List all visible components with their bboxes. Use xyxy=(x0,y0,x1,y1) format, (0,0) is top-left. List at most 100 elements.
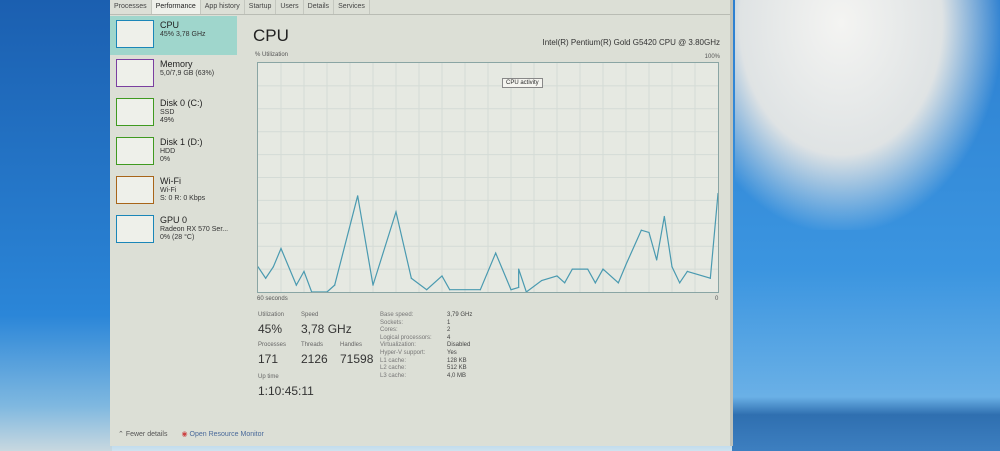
sidebar-thumbnail-graph xyxy=(116,137,154,165)
sidebar-thumbnail-graph xyxy=(116,215,154,243)
detail-label: Hyper-V support: xyxy=(380,350,426,356)
detail-value: Yes xyxy=(447,350,457,356)
sidebar-item-disk-1-d[interactable]: Disk 1 (D:) HDD 0% xyxy=(110,133,237,172)
detail-value: 4,0 MB xyxy=(447,372,467,379)
cpu-chart xyxy=(257,63,719,293)
sidebar-item-title: GPU 0 xyxy=(160,215,188,225)
fewer-details-button[interactable]: ⌃ Fewer details xyxy=(118,431,168,438)
cpu-data-point xyxy=(571,268,573,270)
processes-value: 171 xyxy=(258,352,279,366)
cpu-data-point xyxy=(648,231,650,234)
desktop-background xyxy=(0,0,112,451)
detail-value: 128 KB xyxy=(447,357,467,364)
detail-label: L3 cache: xyxy=(380,372,407,379)
resource-monitor-label: Open Resource Monitor xyxy=(189,431,264,438)
resource-monitor-icon: ◉ xyxy=(181,431,188,438)
sidebar-item-title: Memory xyxy=(160,59,193,69)
threads-value: 2126 xyxy=(301,352,328,366)
cpu-data-point xyxy=(280,247,282,250)
tab-processes[interactable]: Processes xyxy=(110,0,152,14)
cpu-data-point xyxy=(449,289,451,291)
resource-sidebar: CPU 45% 3,78 GHz Memory 5,0/7,9 GB (63%)… xyxy=(110,16,237,250)
cpu-data-point xyxy=(625,263,627,266)
handles-value: 71598 xyxy=(340,352,374,366)
cpu-data-point xyxy=(372,284,374,286)
handles-label: Handles xyxy=(340,342,363,348)
cpu-data-point xyxy=(272,266,274,268)
open-resource-monitor-link[interactable]: ◉ Open Resource Monitor xyxy=(181,430,263,438)
cpu-data-point xyxy=(495,252,497,254)
detail-label: Base speed: xyxy=(380,312,414,318)
utilization-axis-label: % Utilization xyxy=(255,52,289,58)
cpu-data-point xyxy=(686,270,688,272)
desktop-background xyxy=(732,0,1000,451)
uptime-label: Up time xyxy=(258,374,279,380)
sidebar-item-title: Disk 0 (C:) xyxy=(160,98,203,108)
cpu-data-point xyxy=(541,279,543,282)
detail-label: L2 cache: xyxy=(380,365,407,372)
detail-value: 2 xyxy=(447,327,451,334)
sidebar-item-wi-fi[interactable]: Wi-Fi Wi-Fi S: 0 R: 0 Kbps xyxy=(110,172,237,211)
speed-label: Speed xyxy=(301,312,319,318)
cpu-graph xyxy=(257,62,719,293)
tab-bar: Processes Performance App history Startu… xyxy=(110,0,732,15)
sidebar-thumbnail-graph xyxy=(116,176,154,204)
tab-users[interactable]: Users xyxy=(276,0,304,14)
cpu-data-point xyxy=(510,289,512,291)
utilization-value: 45% xyxy=(258,322,283,336)
page-title: CPU xyxy=(253,26,289,45)
detail-value: 512 KB xyxy=(447,365,467,372)
sidebar-item-title: CPU xyxy=(160,20,180,30)
sidebar-item-detail: Wi-Fi xyxy=(160,187,177,194)
cpu-data-point xyxy=(656,259,658,261)
cpu-data-point xyxy=(410,277,412,279)
detail-value: 1 xyxy=(447,319,451,326)
sidebar-item-detail-2: 49% xyxy=(160,117,175,124)
tab-startup[interactable]: Startup xyxy=(245,0,277,14)
task-manager-window: Processes Performance App history Startu… xyxy=(110,0,732,446)
cpu-data-point xyxy=(640,229,642,231)
tab-performance[interactable]: Performance xyxy=(151,0,201,14)
sidebar-item-detail: SSD xyxy=(160,109,175,116)
sidebar-item-disk-0-c[interactable]: Disk 0 (C:) SSD 49% xyxy=(110,94,237,133)
cpu-data-point xyxy=(357,195,359,197)
processes-label: Processes xyxy=(258,342,287,348)
fewer-details-label: Fewer details xyxy=(125,431,168,438)
cpu-data-point xyxy=(303,270,305,272)
tab-app-history[interactable]: App history xyxy=(201,0,245,14)
cpu-data-point xyxy=(257,266,259,268)
cpu-data-point xyxy=(556,275,558,277)
sidebar-item-title: Wi-Fi xyxy=(160,176,181,186)
cpu-data-point xyxy=(265,277,267,279)
sidebar-item-gpu-0[interactable]: GPU 0 Radeon RX 570 Ser... 0% (28 °C) xyxy=(110,211,237,250)
uptime-value: 1:10:45:11 xyxy=(258,384,314,398)
x-axis-right-label: 0 xyxy=(715,296,719,302)
cpu-data-point xyxy=(587,268,589,270)
detail-label: Sockets: xyxy=(380,319,404,326)
sidebar-item-title: Disk 1 (D:) xyxy=(160,137,203,147)
sidebar-item-memory[interactable]: Memory 5,0/7,9 GB (63%) xyxy=(110,55,237,94)
cpu-data-point xyxy=(617,282,619,284)
sidebar-item-detail: HDD xyxy=(160,148,176,155)
tab-details[interactable]: Details xyxy=(304,0,335,14)
cpu-data-point xyxy=(395,211,397,213)
threads-label: Threads xyxy=(301,342,324,348)
cpu-data-point xyxy=(709,277,711,279)
wallpaper-icicles xyxy=(735,0,1000,230)
cpu-model: Intel(R) Pentium(R) Gold G5420 CPU @ 3.8… xyxy=(542,38,720,47)
cpu-data-point xyxy=(334,284,336,286)
window-border xyxy=(730,0,733,446)
cpu-data-point xyxy=(594,282,596,284)
sidebar-item-detail: Radeon RX 570 Ser... xyxy=(160,226,229,233)
detail-label: Logical processors: xyxy=(380,334,432,341)
tooltip: CPU activity xyxy=(502,78,543,88)
max-label: 100% xyxy=(704,54,720,60)
x-axis-left-label: 60 seconds xyxy=(257,296,288,302)
cpu-data-point xyxy=(671,266,673,268)
cpu-data-point xyxy=(602,268,604,270)
cpu-data-point xyxy=(441,275,443,277)
tab-services[interactable]: Services xyxy=(334,0,370,14)
footer: ⌃ Fewer details ◉ Open Resource Monitor xyxy=(118,430,264,438)
detail-value: Disabled xyxy=(447,342,471,349)
sidebar-item-cpu[interactable]: CPU 45% 3,78 GHz xyxy=(110,16,237,55)
